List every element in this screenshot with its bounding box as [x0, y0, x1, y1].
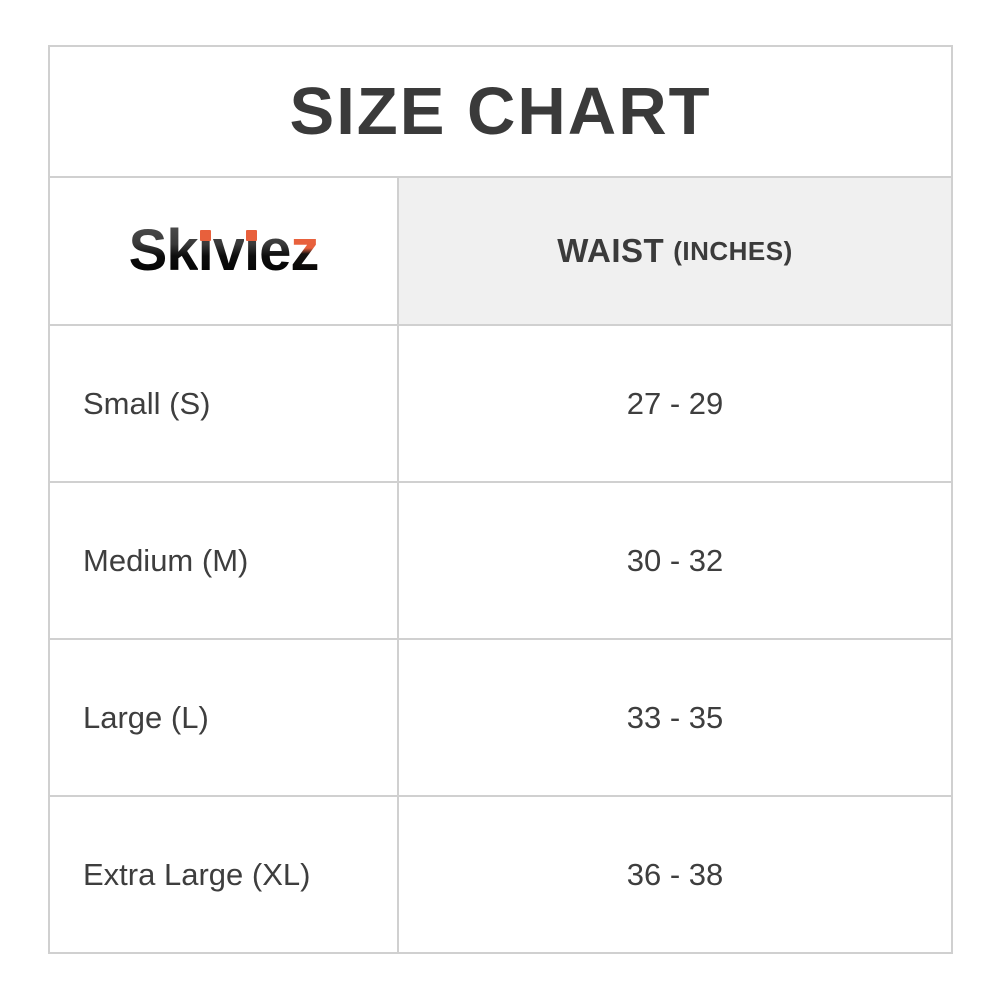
page-title: SIZE CHART	[289, 74, 712, 149]
logo-letter-z: z	[290, 218, 319, 283]
logo-letter-i: ı	[197, 218, 214, 283]
table-row-small-size: Small (S)	[50, 326, 397, 481]
table-row-large-size: Large (L)	[50, 640, 397, 795]
table-row-xlarge-waist: 36 - 38	[399, 797, 951, 952]
waist-header-cell: WAIST (INCHES)	[399, 178, 951, 324]
brand-logo: Skıvıez	[128, 218, 320, 283]
size-chart-table: SIZE CHART Skıvıez WAIST (INCHES) Small …	[48, 45, 953, 954]
title-row: SIZE CHART	[50, 47, 951, 176]
table-row-large-waist: 33 - 35	[399, 640, 951, 795]
waist-column-label: WAIST	[557, 232, 665, 269]
logo-letter: v	[212, 218, 245, 283]
logo-letter-i: ı	[243, 218, 260, 283]
table-row-medium-size: Medium (M)	[50, 483, 397, 638]
waist-column-unit: (INCHES)	[673, 235, 793, 266]
table-row-medium-waist: 30 - 32	[399, 483, 951, 638]
brand-header-cell: Skıvıez	[50, 178, 397, 324]
logo-letter: e	[259, 218, 291, 283]
logo-letter: k	[166, 218, 198, 283]
logo-letter: S	[128, 218, 168, 283]
table-row-xlarge-size: Extra Large (XL)	[50, 797, 397, 952]
table-row-small-waist: 27 - 29	[399, 326, 951, 481]
